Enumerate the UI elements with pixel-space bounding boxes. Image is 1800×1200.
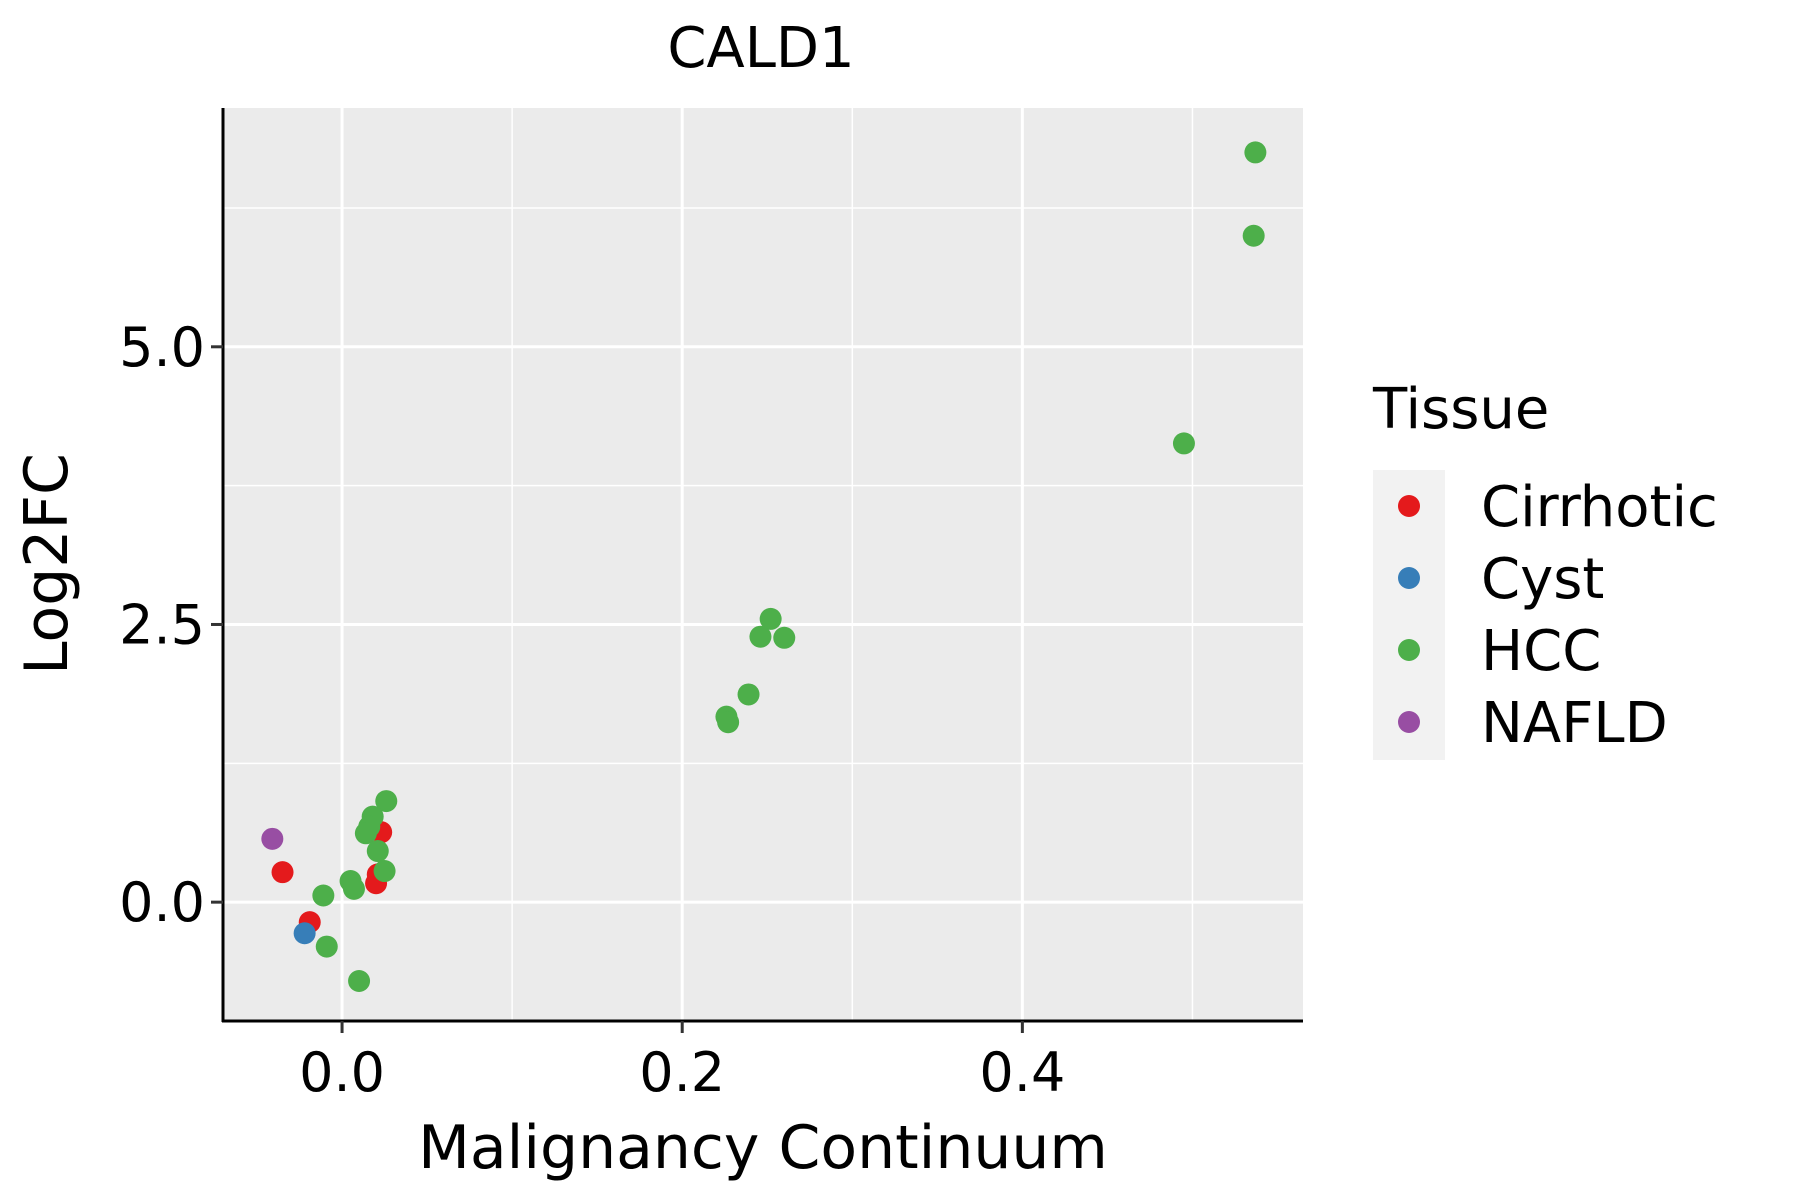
y-axis-ticks: 0.0 2.5 5.0 <box>119 316 223 934</box>
point-hcc <box>354 822 377 845</box>
legend: Tissue Cirrhotic Cyst HCC NAFLD <box>1372 377 1718 760</box>
x-axis-title: Malignancy Continuum <box>418 1113 1108 1183</box>
point-hcc <box>737 683 760 706</box>
point-hcc <box>717 711 740 734</box>
legend-label-cirrhotic: Cirrhotic <box>1481 475 1718 540</box>
axes: 0.0 0.2 0.4 0.0 2.5 5.0 <box>119 108 1303 1104</box>
point-hcc <box>1242 224 1265 247</box>
x-tick-label: 0.2 <box>639 1041 725 1104</box>
legend-title: Tissue <box>1372 377 1549 442</box>
legend-key-hcc <box>1398 639 1420 661</box>
y-tick-label: 0.0 <box>119 871 205 934</box>
plot-area <box>223 108 1303 1021</box>
legend-key-cirrhotic <box>1398 495 1420 517</box>
y-axis-title: Log2FC <box>12 453 82 675</box>
point-hcc <box>375 790 398 813</box>
y-tick-label: 5.0 <box>119 316 205 379</box>
point-hcc <box>342 877 365 900</box>
point-hcc <box>1172 432 1195 455</box>
point-hcc <box>773 626 796 649</box>
point-hcc <box>759 607 782 630</box>
plot-panel <box>223 108 1303 1021</box>
x-tick-label: 0.4 <box>979 1041 1065 1104</box>
point-hcc <box>315 935 338 958</box>
point-hcc <box>312 884 335 907</box>
legend-key-cyst <box>1398 567 1420 589</box>
x-axis-ticks: 0.0 0.2 0.4 <box>299 1021 1065 1104</box>
legend-label-hcc: HCC <box>1481 619 1601 684</box>
legend-label-nafld: NAFLD <box>1481 691 1668 756</box>
y-tick-label: 2.5 <box>119 593 205 656</box>
point-hcc <box>348 970 371 993</box>
point-hcc <box>366 840 389 863</box>
x-tick-label: 0.0 <box>299 1041 385 1104</box>
point-hcc <box>1244 141 1267 164</box>
legend-key-nafld <box>1398 711 1420 733</box>
chart-title: CALD1 <box>667 16 854 81</box>
point-nafld <box>261 827 284 850</box>
point-cyst <box>293 922 316 945</box>
legend-items: Cirrhotic Cyst HCC NAFLD <box>1398 475 1718 756</box>
point-hcc <box>373 860 396 883</box>
data-points <box>261 141 1267 993</box>
point-cirrhotic <box>271 861 294 884</box>
legend-label-cyst: Cyst <box>1481 547 1604 612</box>
point-hcc <box>749 625 772 648</box>
minor-gridlines <box>223 108 1303 1021</box>
